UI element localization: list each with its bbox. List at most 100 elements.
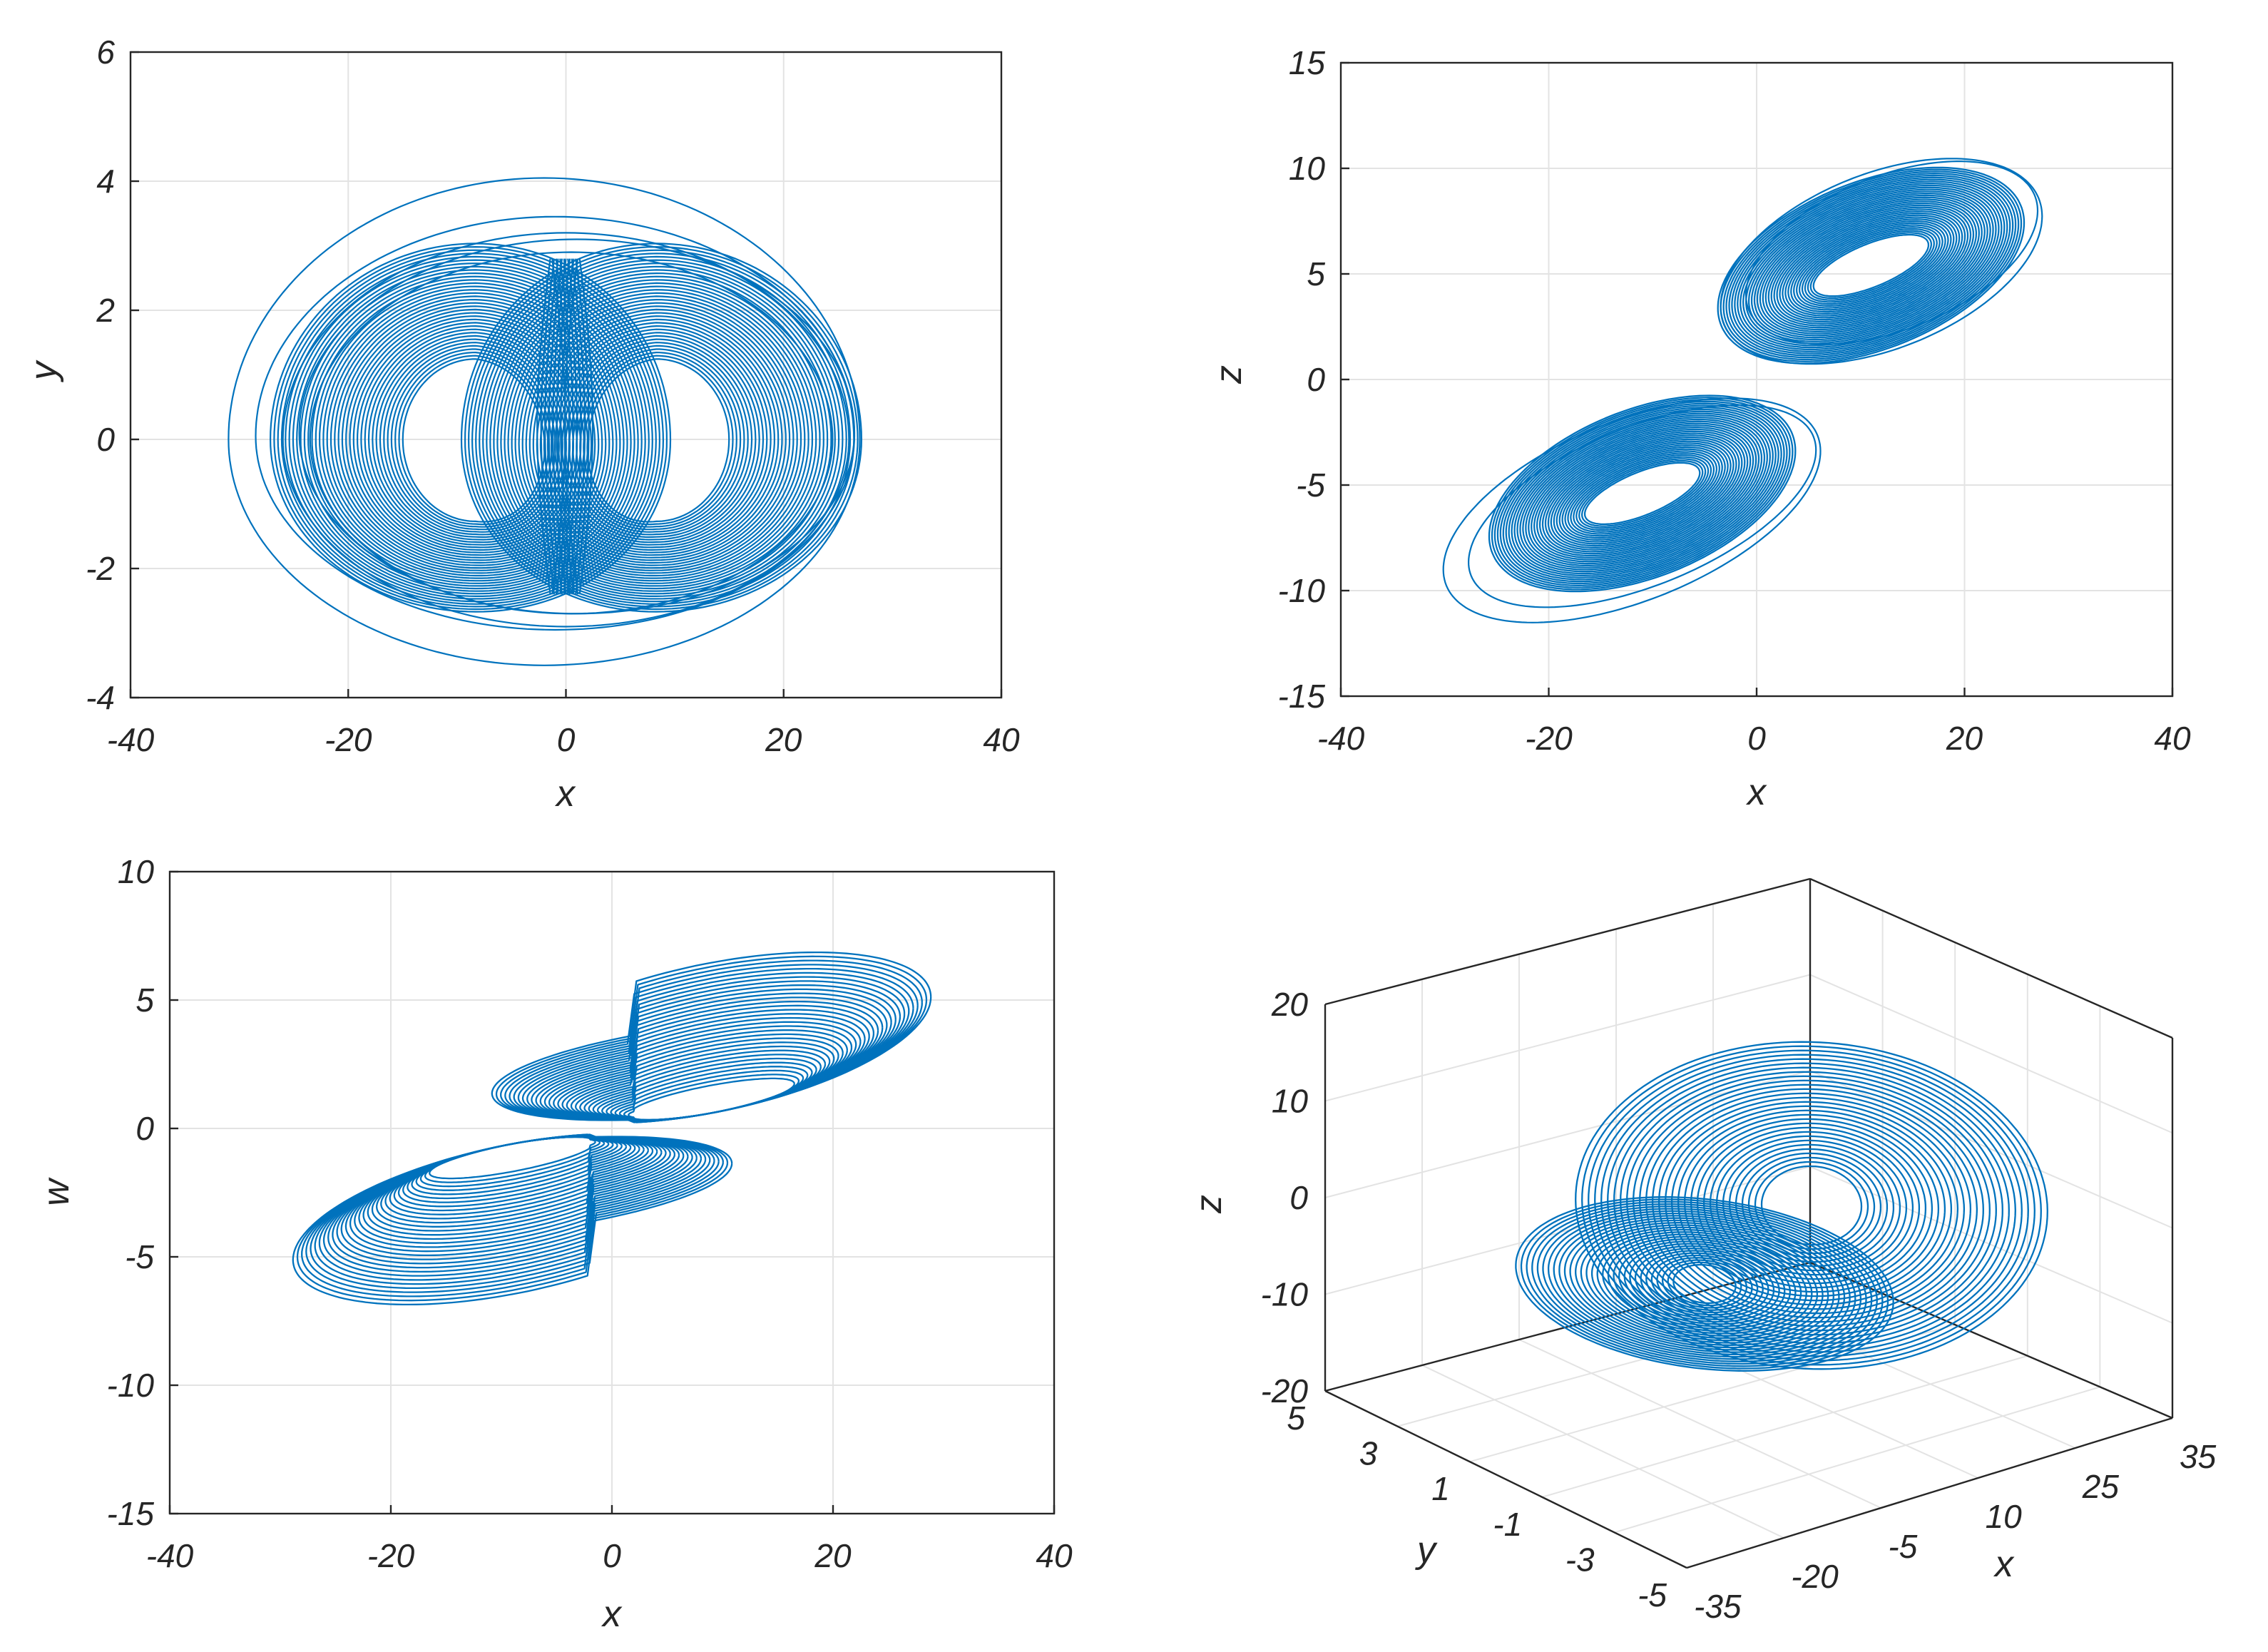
- trajectory-line: [1740, 183, 2003, 349]
- trajectory-line: [561, 335, 757, 541]
- panel-xz-trajectory: [1442, 158, 2043, 623]
- trajectory-line: [1798, 224, 1943, 307]
- panel-xz: -40 -20 0 20 40 -15 -10 -5 0 5 10 15 x z: [1208, 44, 2191, 813]
- panel-3d-xlabel: x: [1993, 1544, 2015, 1585]
- trajectory-line: [1525, 420, 1760, 566]
- trajectory-line: [1812, 233, 1930, 297]
- trajectory-line: [273, 246, 668, 611]
- x-tick-label: 25: [2082, 1468, 2120, 1505]
- trajectory-line: [1756, 194, 1986, 337]
- trajectory-line: [1513, 412, 1771, 575]
- trajectory-line: [1550, 438, 1735, 549]
- trajectory-line: [1807, 230, 1935, 301]
- trajectory-line: [528, 305, 791, 564]
- trajectory-line: [1488, 394, 1797, 593]
- trajectory-line: [514, 292, 806, 574]
- trajectory-line: [571, 258, 586, 595]
- trajectory-line: [1575, 1041, 2048, 1370]
- trajectory-line: [544, 258, 559, 595]
- trajectory-line: [270, 243, 672, 613]
- trajectory-line: [532, 308, 787, 561]
- floor-gridline: [1615, 1313, 1979, 1479]
- trajectory-line: [1664, 1101, 1959, 1310]
- trajectory-line: [1578, 458, 1707, 529]
- trajectory-line: [543, 318, 775, 554]
- trajectory-line: [228, 177, 861, 666]
- panel-xw-xlabel: x: [601, 1594, 623, 1635]
- y-tick-label: -5: [125, 1238, 154, 1275]
- y-tick-label: -10: [107, 1367, 155, 1404]
- trajectory-line: [518, 295, 802, 571]
- y-tick-label: -5: [1296, 466, 1325, 504]
- axis-edge: [1324, 1390, 1687, 1569]
- trajectory-line: [1618, 1240, 1791, 1327]
- trajectory-line: [1801, 226, 1941, 305]
- trajectory-line: [345, 308, 600, 561]
- trajectory-line: [330, 295, 614, 571]
- wall-gridline: [1324, 974, 1811, 1102]
- panel-xw: -40 -20 0 20 40 -15 -10 -5 0 5 10 x w: [36, 853, 1073, 1635]
- trajectory-line: [1787, 216, 1955, 315]
- trajectory-line: [1809, 232, 1933, 300]
- x-tick-label: -20: [1791, 1558, 1839, 1595]
- trajectory-line: [1511, 410, 1774, 576]
- trajectory-line: [349, 312, 596, 559]
- panel-xz-ylabel: z: [1208, 365, 1250, 384]
- trajectory-line: [1580, 1224, 1829, 1344]
- trajectory-line: [326, 292, 618, 574]
- trajectory-line: [1735, 1148, 1889, 1263]
- trajectory-line: [1656, 1257, 1753, 1311]
- trajectory-line: [1533, 427, 1752, 561]
- y-tick-label: 5: [1287, 1399, 1305, 1437]
- y-tick-label: 0: [136, 1110, 154, 1147]
- trajectory-line: [507, 285, 813, 579]
- trajectory-line: [1750, 190, 1991, 341]
- x-tick-label: -40: [1317, 720, 1365, 757]
- trajectory-line: [315, 282, 628, 582]
- trajectory-line: [540, 258, 556, 595]
- trajectory-line: [552, 258, 567, 595]
- trajectory-line: [1742, 184, 2000, 347]
- trajectory-line: [1782, 212, 1961, 319]
- trajectory-line: [1784, 214, 1958, 317]
- trajectory-line: [300, 269, 643, 592]
- trajectory-line: [460, 243, 862, 613]
- trajectory-line: [1728, 174, 2014, 357]
- x-tick-label: 40: [1036, 1537, 1073, 1574]
- trajectory-line: [1720, 158, 2043, 365]
- trajectory-line: [1728, 1143, 1895, 1268]
- trajectory-line: [491, 951, 932, 1123]
- trajectory-line: [296, 265, 646, 595]
- trajectory-line: [1516, 414, 1768, 573]
- trajectory-line: [511, 289, 809, 577]
- trajectory-line: [1583, 462, 1701, 526]
- trajectory-line: [309, 251, 834, 615]
- trajectory-line: [1667, 1261, 1742, 1307]
- trajectory-line: [575, 258, 590, 595]
- panel-xy-ylabel: y: [23, 360, 64, 382]
- trajectory-line: [464, 246, 859, 611]
- trajectory-line: [1585, 1226, 1824, 1342]
- y-tick-label: -10: [1278, 572, 1326, 609]
- floor-gridline: [1541, 1355, 2028, 1498]
- trajectory-line: [1762, 198, 1980, 332]
- trajectory-line: [493, 272, 829, 590]
- wall-gridline: [1809, 1070, 2173, 1229]
- y-tick-label: -5: [1638, 1576, 1667, 1613]
- z-tick-label: 20: [1271, 986, 1309, 1023]
- panel-3d-box: [1324, 877, 2174, 1569]
- trajectory-line: [1575, 1222, 1834, 1346]
- y-tick-label: 15: [1289, 44, 1326, 81]
- trajectory-line: [1558, 444, 1726, 543]
- z-tick-label: 0: [1289, 1179, 1308, 1216]
- x-tick-label: 20: [1946, 720, 1983, 757]
- trajectory-line: [486, 265, 836, 595]
- trajectory-line: [1790, 218, 1952, 313]
- trajectory-line: [1542, 1208, 1867, 1360]
- trajectory-line: [1759, 196, 1983, 335]
- wall-gridline: [1809, 974, 2173, 1134]
- x-tick-label: -40: [146, 1537, 194, 1574]
- trajectory-line: [285, 255, 657, 603]
